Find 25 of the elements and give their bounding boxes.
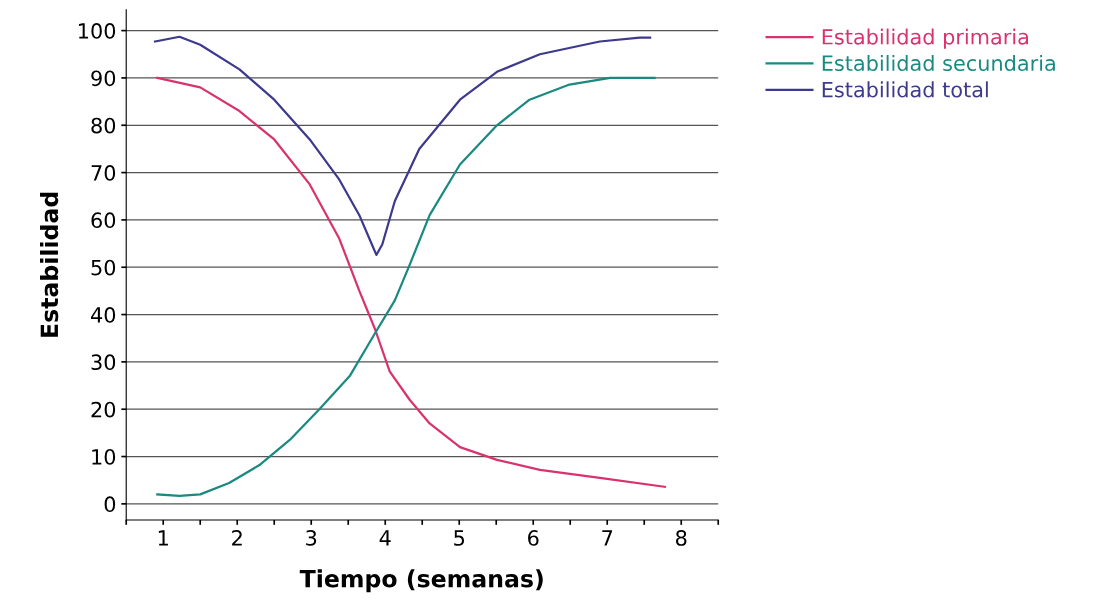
x-axis-title: Tiempo (semanas) bbox=[299, 569, 543, 593]
y-tick-label: 70 bbox=[91, 165, 116, 181]
x-tick-label: 3 bbox=[306, 530, 317, 546]
legend-label: Estabilidad secundaria bbox=[822, 54, 1055, 72]
y-tick-label: 10 bbox=[92, 449, 116, 465]
y-tick-label: 80 bbox=[91, 117, 116, 134]
line-series bbox=[153, 35, 652, 257]
legend-label: Estabilidad total bbox=[822, 81, 988, 98]
x-tick-label: 7 bbox=[602, 530, 613, 546]
y-axis-title: Estabilidad bbox=[39, 192, 59, 337]
y-tick-label: 20 bbox=[91, 401, 116, 418]
x-tick-label: 2 bbox=[232, 530, 242, 546]
x-tick-label: 6 bbox=[528, 530, 539, 546]
y-tick-label: 30 bbox=[91, 354, 116, 371]
y-tick-label: 90 bbox=[91, 70, 116, 87]
y-tick-label: 60 bbox=[91, 212, 116, 229]
y-tick-label: 100 bbox=[79, 23, 116, 39]
y-tick-label: 40 bbox=[91, 307, 116, 323]
x-tick-label: 1 bbox=[158, 530, 168, 546]
y-tick-label: 0 bbox=[104, 496, 116, 513]
x-tick-label: 5 bbox=[454, 530, 465, 546]
y-tick-label: 50 bbox=[91, 259, 116, 276]
legend-label: Estabilidad primaria bbox=[822, 28, 1028, 49]
x-tick-label: 4 bbox=[379, 530, 391, 546]
x-tick-label: 8 bbox=[676, 530, 687, 546]
